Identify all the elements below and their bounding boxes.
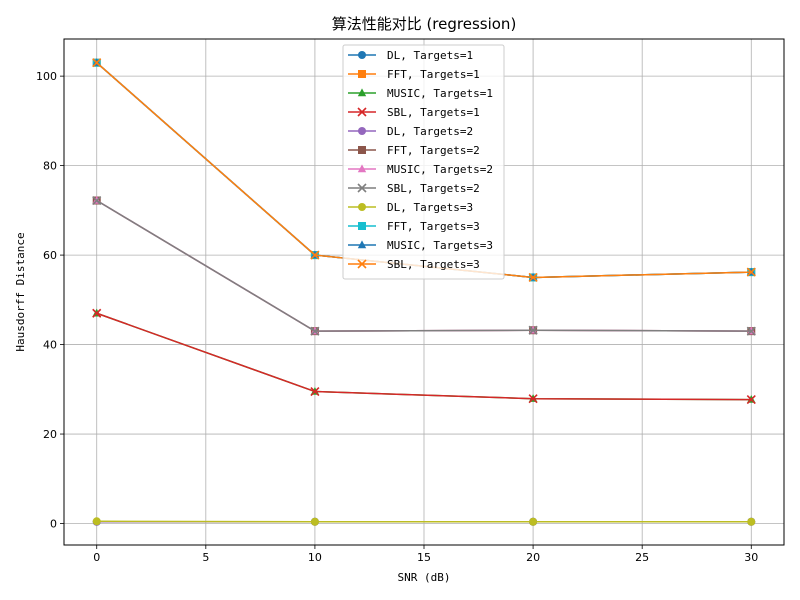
legend-label: MUSIC, Targets=3 — [387, 239, 493, 252]
data-point — [92, 517, 101, 526]
legend-marker — [358, 70, 366, 78]
legend-label: DL, Targets=2 — [387, 125, 473, 138]
data-point — [310, 386, 320, 397]
data-point — [746, 267, 756, 277]
x-marker-stroke — [357, 259, 367, 269]
series-line — [96, 199, 752, 332]
x-tick-label: 5 — [202, 551, 209, 564]
legend-label: SBL, Targets=1 — [387, 106, 480, 119]
legend-item: SBL, Targets=1 — [348, 106, 480, 119]
legend-item: DL, Targets=2 — [348, 125, 473, 138]
legend-marker — [358, 203, 366, 211]
data-point — [310, 517, 319, 526]
data-point — [747, 517, 756, 526]
x-marker-stroke — [528, 272, 538, 283]
data-point — [92, 58, 102, 68]
x-marker-stroke — [92, 58, 102, 68]
x-tick-label: 15 — [417, 551, 431, 564]
x-marker-stroke — [92, 195, 102, 206]
x-axis-label: SNR (dB) — [398, 571, 451, 584]
chart-title: 算法性能对比 (regression) — [332, 15, 517, 33]
legend-label: FFT, Targets=1 — [387, 68, 480, 81]
legend-marker — [357, 183, 367, 193]
data-point — [310, 250, 320, 260]
data-point — [528, 272, 538, 283]
legend-label: DL, Targets=1 — [387, 49, 473, 62]
series — [92, 517, 756, 526]
legend-label: FFT, Targets=3 — [387, 220, 480, 233]
y-tick-label: 0 — [50, 518, 57, 531]
legend-label: MUSIC, Targets=2 — [387, 163, 493, 176]
legend-box — [342, 44, 505, 280]
x-tick-label: 20 — [526, 551, 540, 564]
y-tick-label: 20 — [43, 428, 57, 441]
legend-marker — [357, 164, 367, 173]
legend-item: MUSIC, Targets=1 — [348, 87, 493, 100]
x-marker-stroke — [357, 107, 367, 117]
legend-marker — [358, 51, 366, 59]
data-point — [529, 517, 538, 526]
data-point — [92, 195, 102, 206]
x-marker-stroke — [746, 326, 756, 336]
legend: DL, Targets=1 FFT, Targets=1 MUSIC, Target… — [342, 44, 505, 280]
x-tick-label: 10 — [308, 551, 322, 564]
legend-label: SBL, Targets=2 — [387, 182, 480, 195]
y-tick-label: 60 — [43, 249, 57, 262]
data-point — [746, 395, 756, 405]
legend-label: SBL, Targets=3 — [387, 258, 480, 271]
legend-marker — [357, 240, 367, 249]
x-marker-stroke — [746, 267, 756, 277]
x-marker-stroke — [528, 325, 538, 335]
legend-item: MUSIC, Targets=3 — [348, 239, 493, 252]
legend-label: FFT, Targets=2 — [387, 144, 480, 157]
legend-label: MUSIC, Targets=1 — [387, 87, 493, 100]
x-tick-label: 30 — [744, 551, 758, 564]
x-marker-stroke — [357, 183, 367, 193]
legend-item: FFT, Targets=2 — [348, 144, 480, 157]
x-marker-stroke — [746, 395, 756, 405]
legend-item: DL, Targets=3 — [348, 201, 473, 214]
y-axis-ticks: 0 20 40 60 80 100 — [36, 70, 64, 531]
y-tick-label: 80 — [43, 160, 57, 173]
legend-marker — [357, 259, 367, 269]
legend-item: SBL, Targets=3 — [348, 258, 480, 271]
x-marker-stroke — [310, 386, 320, 397]
legend-label: DL, Targets=3 — [387, 201, 473, 214]
x-tick-label: 25 — [635, 551, 649, 564]
x-marker-stroke — [310, 326, 320, 336]
x-axis-ticks: 0 5 10 15 20 25 30 — [93, 545, 758, 564]
y-axis-label: Hausdorff Distance — [14, 232, 27, 351]
legend-item: FFT, Targets=3 — [348, 220, 480, 233]
series — [92, 195, 756, 336]
legend-item: DL, Targets=1 — [348, 49, 473, 62]
x-marker-stroke — [310, 250, 320, 260]
x-marker-stroke — [528, 394, 538, 404]
legend-marker — [358, 222, 366, 230]
series-line — [96, 312, 752, 401]
legend-marker — [357, 88, 367, 97]
legend-item: SBL, Targets=2 — [348, 182, 480, 195]
legend-item: FFT, Targets=1 — [348, 68, 480, 81]
legend-marker — [358, 127, 366, 135]
x-tick-label: 0 — [93, 551, 100, 564]
data-point — [528, 394, 538, 404]
data-point — [92, 308, 102, 318]
data-point — [310, 326, 320, 336]
legend-item: MUSIC, Targets=2 — [348, 163, 493, 176]
y-tick-label: 40 — [43, 339, 57, 352]
x-marker-stroke — [92, 308, 102, 318]
legend-marker — [357, 107, 367, 117]
y-tick-label: 100 — [36, 70, 57, 83]
series — [92, 308, 756, 405]
legend-marker — [358, 146, 366, 154]
data-point — [746, 326, 756, 336]
data-point — [528, 325, 538, 335]
